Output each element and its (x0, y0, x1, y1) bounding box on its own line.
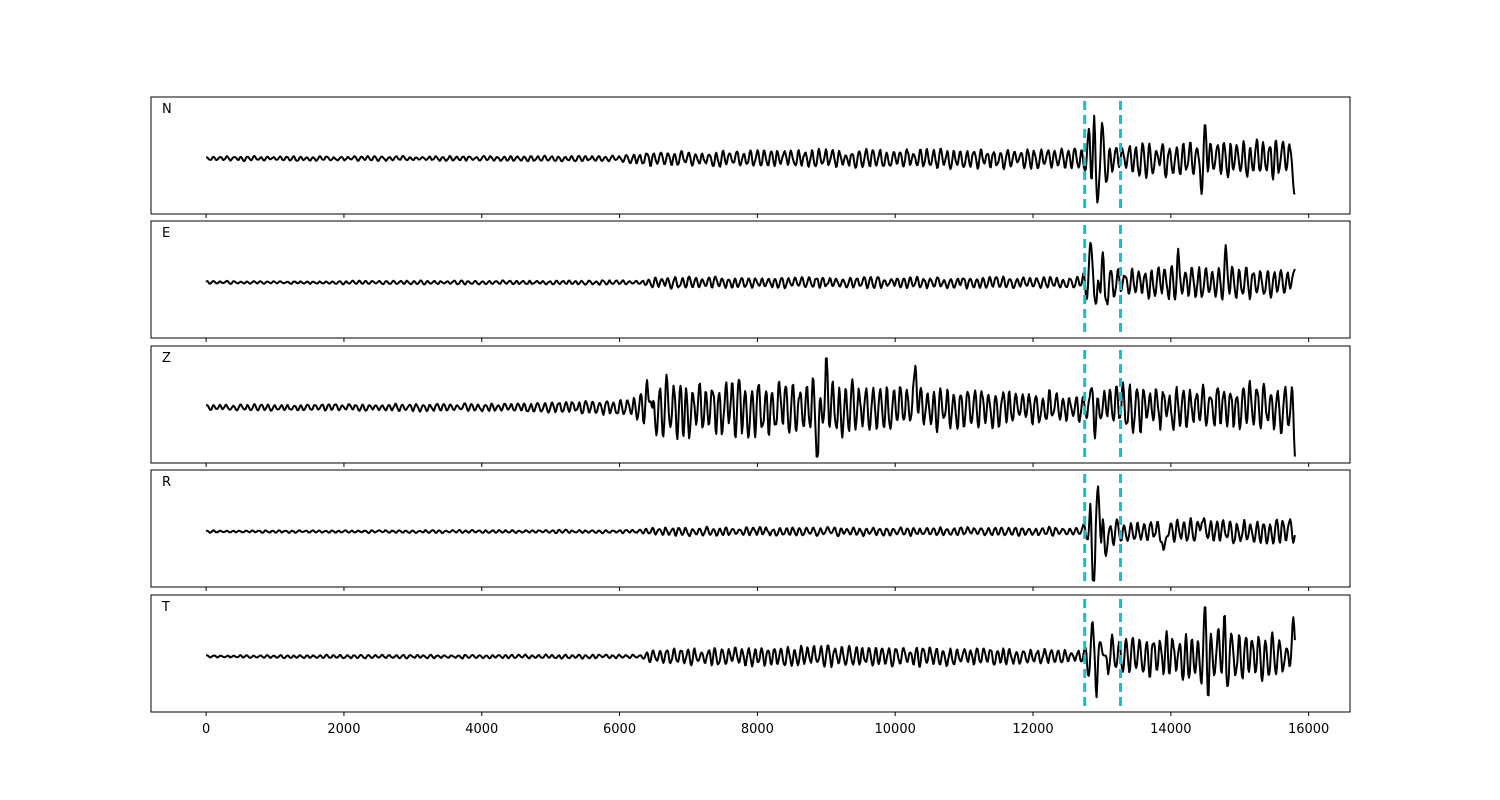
component-label: R (162, 475, 171, 490)
panels-group: N E Z R T (150, 96, 1351, 716)
x-tick-label: 2000 (327, 722, 360, 737)
x-tick-label: 10000 (875, 722, 916, 737)
panel-frame (150, 469, 1351, 588)
panel-frame (150, 345, 1351, 464)
panel-z: Z (150, 345, 1351, 467)
x-tick-label: 12000 (1012, 722, 1053, 737)
panel-n: N (150, 96, 1351, 218)
x-tick-label: 8000 (741, 722, 774, 737)
panel-t: T (150, 594, 1351, 716)
component-label: N (162, 102, 172, 117)
panel-frame (150, 594, 1351, 713)
waveform-trace (205, 606, 1296, 699)
x-tick-label: 4000 (465, 722, 498, 737)
component-label: T (161, 600, 170, 615)
component-label: E (162, 226, 170, 241)
panel-frame (150, 220, 1351, 339)
x-tick-label: 14000 (1150, 722, 1191, 737)
panel-r: R (150, 469, 1351, 591)
panel-frame (150, 96, 1351, 215)
x-tick-label: 6000 (603, 722, 636, 737)
x-tick-label: 0 (202, 722, 210, 737)
panel-e: E (150, 220, 1351, 342)
x-tick-label: 16000 (1288, 722, 1329, 737)
waveform-trace (205, 485, 1296, 582)
waveform-trace (205, 241, 1296, 306)
waveform-trace (205, 357, 1296, 458)
x-axis: 0 2000 4000 6000 8000 10000 12000 14000 16000 (202, 722, 1329, 737)
waveform-trace (205, 114, 1296, 204)
component-label: Z (162, 351, 171, 366)
